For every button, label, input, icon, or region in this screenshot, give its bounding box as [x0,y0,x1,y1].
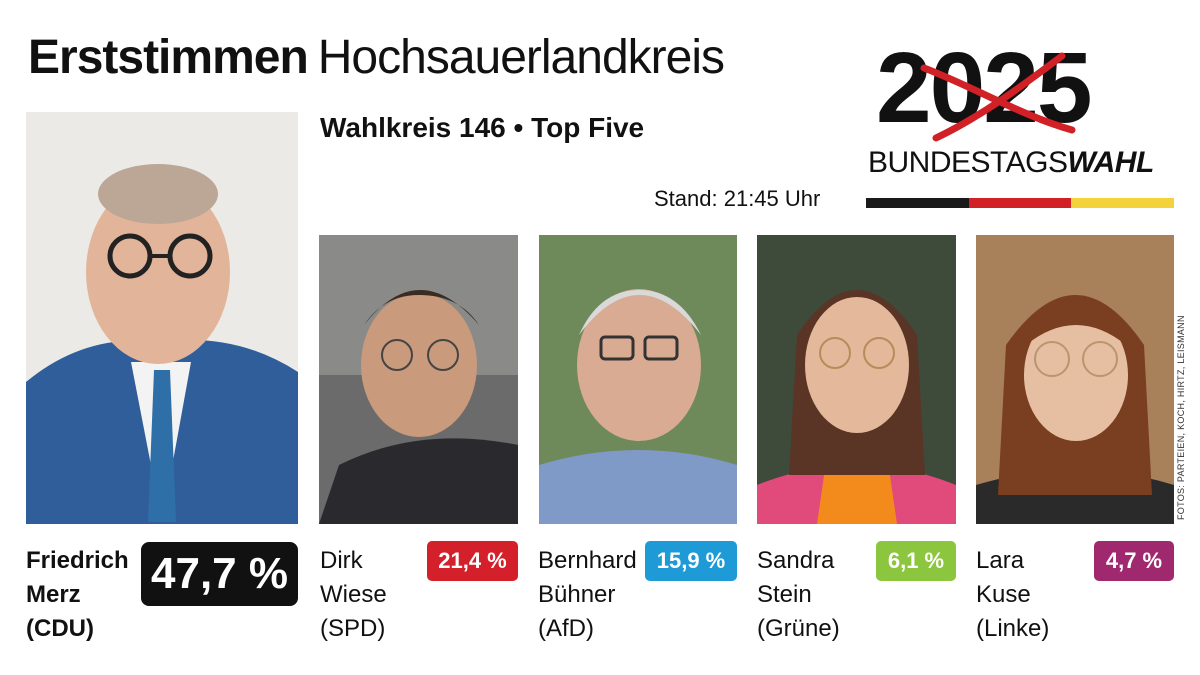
subtitle: Wahlkreis 146 • Top Five [320,112,645,143]
result-badge-cdu: 47,7 % [141,542,298,606]
logo-year: 2025 [876,32,1092,144]
timestamp: Stand: 21:45 Uhr [654,186,821,211]
title-region: Hochsauerlandkreis [317,31,725,84]
result-badge-afd: 15,9 % [645,541,737,581]
flag-bar [866,198,1175,208]
logo-word-regular: BUNDESTAGS [868,146,1068,179]
portrait-wiese [319,235,518,524]
logo-wordmark: BUNDESTAGSWAHL [868,148,1154,178]
portrait-merz [26,112,298,524]
photo-credit: FOTOS: PARTEIEN, KOCH, HIRTZ, LEISMANN [1176,315,1186,520]
logo-word-bold: WAHL [1067,146,1154,179]
result-badge-spd: 21,4 % [427,541,518,581]
portrait-buehner [539,235,737,524]
result-badge-linke: 4,7 % [1094,541,1174,581]
ballot-cross-icon [920,52,1076,142]
flag-gold [1071,198,1175,208]
page-title: Erststimmen Hochsauerlandkreis [28,31,725,84]
title-bold: Erststimmen [28,31,309,84]
flag-red [968,198,1072,208]
candidate-name-kuse: Lara Kuse (Linke) [976,547,1050,642]
candidate-name-stein: Sandra Stein (Grüne) [757,547,840,642]
candidate-name-merz: Friedrich Merz (CDU) [26,547,129,642]
flag-black [866,198,969,208]
election-logo: 2025 BUNDESTAGSWAHL [866,30,1176,215]
candidate-name-buehner: Bernhard Bühner (AfD) [538,547,637,642]
portrait-kuse [976,235,1174,524]
portrait-stein [757,235,956,524]
candidate-name-wiese: Dirk Wiese (SPD) [320,547,387,642]
result-badge-gruene: 6,1 % [876,541,956,581]
